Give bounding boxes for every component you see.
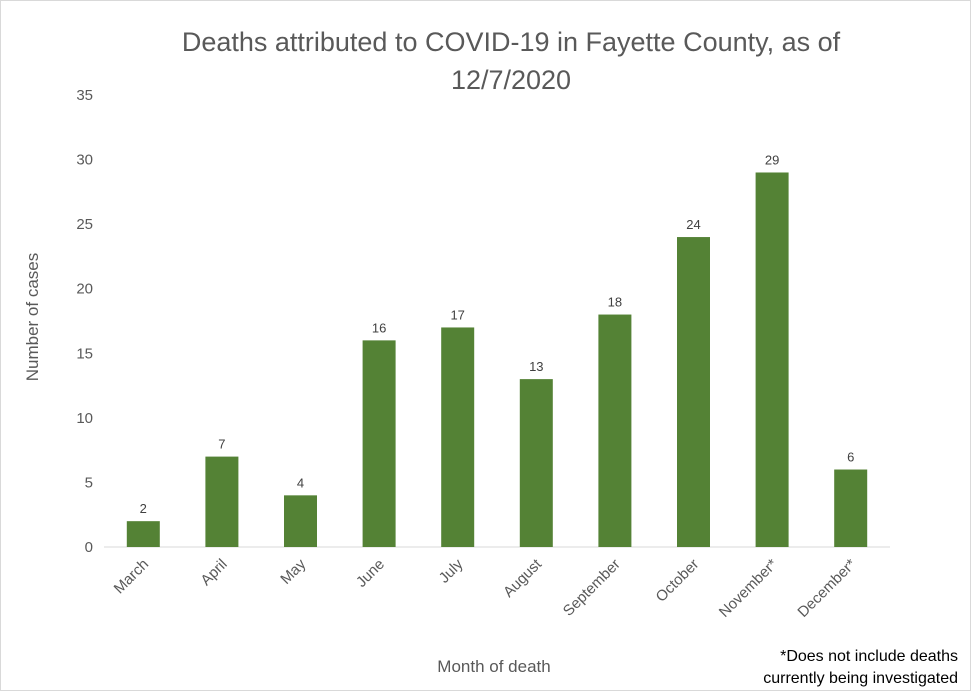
data-label: 29 (765, 152, 779, 167)
bar (677, 237, 710, 548)
y-tick-label: 25 (76, 216, 93, 233)
bars: 2 7 4 16 17 13 18 24 29 6 (126, 152, 868, 548)
y-axis-ticks: 0 5 10 15 20 25 30 35 (76, 87, 93, 556)
bar (755, 172, 789, 547)
bar (362, 340, 396, 547)
y-tick-label: 10 (76, 410, 93, 427)
y-tick-label: 30 (76, 152, 93, 169)
y-tick-label: 5 (85, 474, 93, 491)
x-tick-label: April (197, 556, 230, 589)
footnote: *Does not include deaths currently being… (763, 648, 958, 687)
x-tick-label: November* (716, 556, 781, 621)
x-tick-label: October (653, 556, 703, 606)
data-label: 24 (686, 217, 700, 232)
bar (834, 469, 868, 547)
bar (598, 314, 632, 547)
x-tick-label: August (500, 555, 546, 601)
y-tick-label: 20 (76, 281, 93, 298)
y-tick-label: 15 (76, 345, 93, 362)
data-label: 18 (608, 295, 622, 310)
x-tick-label: May (277, 555, 309, 587)
x-tick-label: March (111, 556, 152, 597)
y-tick-label: 35 (76, 87, 93, 104)
bar (441, 327, 475, 547)
bar (284, 495, 317, 547)
data-label: 4 (297, 475, 304, 490)
x-tick-label: September (560, 556, 624, 620)
data-label: 13 (529, 359, 543, 374)
x-tick-label: June (353, 556, 388, 591)
x-tick-label: December* (794, 556, 859, 621)
data-label: 16 (372, 320, 386, 335)
data-label: 7 (218, 437, 225, 452)
data-label: 17 (450, 307, 464, 322)
bar (126, 521, 160, 547)
y-tick-label: 0 (85, 539, 93, 556)
data-label: 6 (847, 450, 854, 465)
chart-title: Deaths attributed to COVID-19 in Fayette… (181, 27, 841, 95)
y-axis-title: Number of cases (23, 253, 42, 382)
x-axis-title: Month of death (437, 657, 550, 676)
x-tick-label: July (436, 555, 467, 586)
bar (519, 379, 553, 547)
bar (205, 456, 239, 547)
data-label: 2 (140, 501, 147, 516)
x-axis-ticks: March April May June July August September Octo… (111, 555, 860, 621)
